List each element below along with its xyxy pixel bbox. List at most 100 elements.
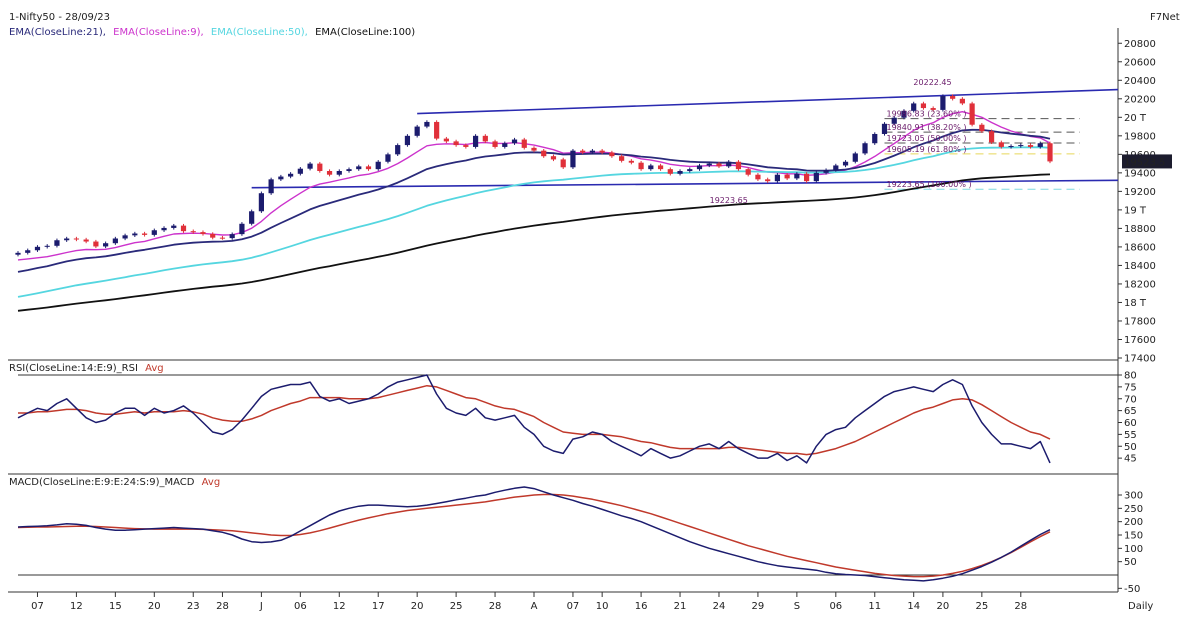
candle-down (969, 103, 975, 125)
candle-down (453, 141, 459, 146)
candle-down (141, 233, 148, 235)
fib-level-label: 19223.65 (100.00% ) (886, 180, 971, 189)
price-tick-label: 18400 (1124, 261, 1156, 272)
candle-up (34, 246, 41, 251)
rsi-avg-line (18, 384, 1051, 456)
candle-up (774, 174, 780, 182)
fib-level-label: 19723.05 (50.00% ) (886, 134, 966, 143)
candle-up (570, 150, 576, 168)
candle-up (677, 171, 683, 174)
fib-level-label: 19840.91 (38.20% ) (886, 123, 966, 132)
ema-9-line (17, 110, 1051, 261)
candle-down (765, 179, 771, 182)
candle-down (638, 162, 644, 170)
candle-up (472, 135, 479, 147)
candle-up (726, 161, 732, 167)
candle-up (44, 245, 50, 247)
candle-up (687, 169, 693, 172)
macd-avg-label: Avg (202, 477, 221, 488)
candle-down (541, 150, 547, 157)
candle-up (881, 123, 888, 134)
candle-up (25, 250, 31, 253)
upper-trendline (417, 88, 1119, 115)
candle-down (482, 135, 488, 142)
candle-up (502, 143, 508, 147)
price-tick-label: 17600 (1124, 335, 1156, 346)
ema-legend-50: EMA(CloseLine:50), (211, 27, 308, 38)
x-tick-label: 24 (713, 601, 726, 612)
candle-up (268, 179, 274, 194)
candle-down (1047, 143, 1053, 162)
candle-up (346, 169, 352, 172)
candle-down (560, 159, 566, 168)
candle-up (15, 252, 21, 255)
candle-down (326, 171, 333, 175)
candle-down (463, 145, 469, 147)
rsi-tick-label: 50 (1124, 442, 1137, 453)
candle-up (278, 176, 284, 180)
rsi-title-text: RSI(CloseLine:14:E:9)_RSI (9, 363, 138, 374)
x-tick-label: 25 (975, 601, 988, 612)
candle-down (365, 166, 372, 170)
x-tick-label: 17 (372, 601, 385, 612)
ema-legend-21: EMA(CloseLine:21), (9, 27, 106, 38)
candle-up (842, 161, 849, 166)
candle-up (151, 230, 157, 235)
candle-up (161, 227, 167, 231)
x-tick-label: 07 (31, 601, 44, 612)
candle-down (628, 160, 634, 163)
candle-up (424, 121, 430, 127)
candle-down (667, 169, 673, 174)
candle-down (492, 141, 498, 147)
rsi-tick-label: 65 (1124, 406, 1137, 417)
candle-up (696, 165, 703, 170)
candle-down (755, 174, 761, 180)
candle-up (940, 96, 946, 110)
candle-down (443, 138, 449, 142)
macd-tick-label: 100 (1124, 544, 1143, 555)
candle-up (258, 193, 264, 212)
source-label: F7Net (1150, 12, 1180, 23)
candle-down (550, 156, 557, 160)
candle-down (657, 165, 664, 170)
candle-up (833, 165, 839, 171)
candle-down (219, 237, 226, 239)
price-tick-label: 20600 (1124, 57, 1156, 68)
macd-title: MACD(CloseLine:E:9:E:24:S:9)_MACD Avg (9, 477, 220, 488)
symbol-date-label: 1-Nifty50 - 28/09/23 (9, 12, 110, 23)
x-tick-label: 20 (148, 601, 161, 612)
x-tick-label: 07 (567, 601, 580, 612)
candle-up (589, 150, 596, 153)
candle-up (414, 126, 420, 136)
candle-down (804, 173, 810, 182)
x-tick-label: 28 (216, 601, 229, 612)
candle-down (784, 174, 790, 179)
x-tick-label: 15 (109, 601, 122, 612)
x-tick-label: 20 (937, 601, 950, 612)
candle-down (920, 103, 927, 109)
candle-down (716, 163, 722, 167)
price-tick-label: 20200 (1124, 94, 1156, 105)
x-tick-label: 14 (907, 601, 920, 612)
candle-down (959, 98, 965, 104)
rsi-title: RSI(CloseLine:14:E:9)_RSI Avg (9, 363, 164, 374)
x-tick-label: 16 (635, 601, 648, 612)
macd-tick-label: 50 (1124, 557, 1137, 568)
x-tick-label: 06 (829, 601, 842, 612)
candle-down (73, 238, 80, 240)
candle-up (813, 172, 819, 182)
macd-tick-label: 250 (1124, 504, 1143, 515)
x-tick-label: 12 (70, 601, 83, 612)
price-tick-label: 20 T (1124, 113, 1147, 124)
x-tick-label: 28 (489, 601, 502, 612)
rsi-tick-label: 75 (1124, 382, 1137, 393)
candle-down (599, 150, 605, 153)
candle-up (404, 135, 411, 146)
macd-avg-line (17, 493, 1051, 578)
x-tick-label: 25 (450, 601, 463, 612)
price-tick-label: 20800 (1124, 39, 1156, 50)
candle-down (609, 152, 615, 157)
price-tick-label: 19200 (1124, 187, 1156, 198)
candle-up (891, 117, 897, 124)
